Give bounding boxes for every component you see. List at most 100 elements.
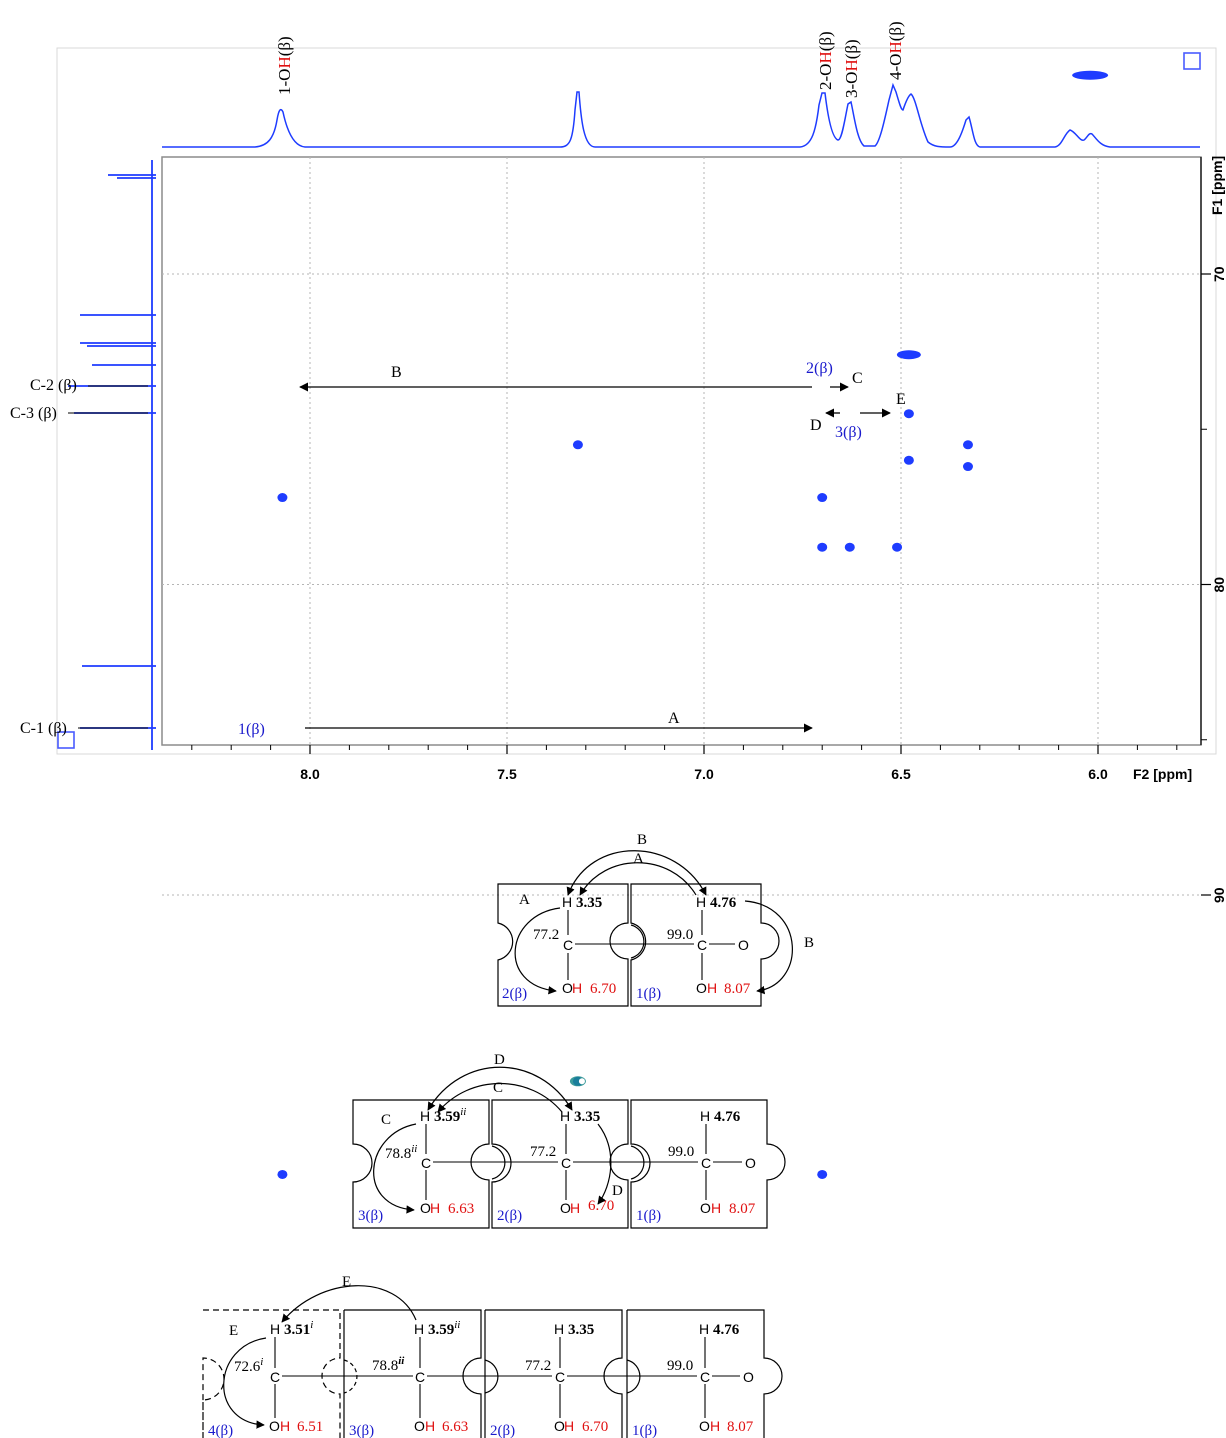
d2-c-atom-3: C bbox=[421, 1155, 431, 1171]
x-axis-label: F2 [ppm] bbox=[1133, 766, 1192, 782]
y-tick-label: 80 bbox=[1211, 577, 1226, 593]
d2-c-shift-3: 78.8ii bbox=[385, 1143, 417, 1162]
d1-oh-shift-1: 8.07 bbox=[724, 981, 751, 997]
cross-peak bbox=[817, 1169, 828, 1179]
diagram-1: H H C C O O O H H 3.35 4.76 77.2 99.0 6.… bbox=[497, 832, 814, 1007]
d1-oh-shift-2: 6.70 bbox=[590, 981, 616, 997]
d2-unit-2-frame bbox=[491, 1099, 629, 1229]
d3-c-shift-3: 78.8ii bbox=[372, 1355, 405, 1374]
cross-peak bbox=[892, 542, 903, 552]
d2-oh-h-3: H bbox=[430, 1200, 440, 1216]
spot-label-3b: 3(β) bbox=[835, 424, 862, 441]
d2-unit-3-frame bbox=[352, 1099, 490, 1229]
d3-oh-h-1: H bbox=[710, 1418, 720, 1434]
d3-unit-label-3: 3(β) bbox=[349, 1423, 374, 1438]
d1-arrow-a-left bbox=[514, 907, 561, 995]
d3-unit-2-frame bbox=[484, 1309, 623, 1438]
d1-ring-oxygen: O bbox=[738, 937, 749, 953]
d3-ring-oxygen: O bbox=[743, 1369, 754, 1385]
x-tick-label: 6.5 bbox=[891, 766, 911, 782]
d3-unit-3-frame bbox=[343, 1309, 482, 1438]
d1-oh-h-2: H bbox=[572, 980, 582, 996]
d2-label-c-top: C bbox=[493, 1080, 503, 1096]
d2-oh-h-2: H bbox=[570, 1200, 580, 1216]
d3-c-atom-2: C bbox=[555, 1369, 565, 1385]
d3-oh-h-2: H bbox=[564, 1418, 574, 1434]
d2-label-c-left: C bbox=[381, 1112, 391, 1128]
d3-h-atom-1: H bbox=[699, 1321, 709, 1337]
y-axis-label: F1 [ppm] bbox=[1209, 156, 1225, 215]
corner-box-top-right bbox=[1183, 52, 1201, 70]
diagram-3: H H H H C C C C O O O O O H H H H 3.51i … bbox=[202, 1274, 783, 1438]
x-tick-label: 6.0 bbox=[1088, 766, 1108, 782]
d2-h-atom-3: H bbox=[420, 1108, 430, 1124]
carbon-label-c2: C-2 (β) bbox=[30, 377, 77, 394]
d3-c-shift-2: 77.2 bbox=[525, 1358, 551, 1374]
hmbc-spectrum: 8.0 7.5 7.0 6.5 6.0 70 80 90 1-OH(β) 2-OH(β) 3-… bbox=[10, 21, 1226, 1179]
d1-arrow-b-right bbox=[744, 900, 793, 995]
d3-h-atom-2: H bbox=[554, 1321, 564, 1337]
d2-arrow-c-left bbox=[373, 1123, 417, 1214]
d3-o-atom-3: O bbox=[414, 1418, 425, 1434]
d1-h-atom-2: H bbox=[562, 894, 572, 910]
d2-c-atom-2: C bbox=[561, 1155, 571, 1171]
peak-label-3-oh: 3-OH(β) bbox=[842, 39, 861, 98]
d2-h-shift-3: 3.59ii bbox=[434, 1106, 466, 1125]
d1-label-b-right: B bbox=[804, 935, 814, 951]
d3-label-e-top: E bbox=[342, 1274, 351, 1290]
d2-h-shift-2: 3.35 bbox=[574, 1109, 600, 1125]
arrow-label-b: B bbox=[391, 364, 402, 381]
d2-c-shift-1: 99.0 bbox=[668, 1144, 694, 1160]
d1-h-shift-1: 4.76 bbox=[710, 895, 737, 911]
d2-label-d-right: D bbox=[612, 1183, 623, 1199]
d2-oh-h-1: H bbox=[711, 1200, 721, 1216]
d3-c-shift-1: 99.0 bbox=[667, 1358, 693, 1374]
d1-arrow-b-top bbox=[566, 850, 707, 896]
d1-unit-1-frame bbox=[630, 883, 780, 1007]
d2-unit-label-2: 2(β) bbox=[497, 1208, 522, 1224]
d3-h-atom-3: H bbox=[414, 1321, 424, 1337]
y-tick-label: 70 bbox=[1211, 266, 1226, 282]
d2-oh-shift-1: 8.07 bbox=[729, 1201, 756, 1217]
peak-label-1-oh: 1-OH(β) bbox=[275, 36, 294, 95]
corner-box-bottom-left bbox=[57, 731, 75, 749]
d1-c-atom-2: C bbox=[563, 937, 573, 953]
spot-label-1b: 1(β) bbox=[238, 721, 265, 738]
d3-c-atom-1: C bbox=[700, 1369, 710, 1385]
diagram-2: H H H C C C O O O O H H H 3.59ii 3.35 4.… bbox=[352, 1052, 786, 1229]
d3-oh-h-4: H bbox=[280, 1418, 290, 1434]
d3-o-atom-2: O bbox=[554, 1418, 565, 1434]
d3-unit-label-4: 4(β) bbox=[208, 1423, 233, 1438]
arrow-label-d: D bbox=[810, 417, 822, 434]
cross-peak bbox=[844, 542, 855, 552]
grid-lines bbox=[162, 157, 1201, 896]
d3-oh-shift-4: 6.51 bbox=[297, 1419, 323, 1435]
cross-peak bbox=[817, 493, 828, 503]
d2-unit-label-3: 3(β) bbox=[358, 1208, 383, 1224]
arrow-label-a: A bbox=[668, 710, 680, 727]
x-tick-label: 8.0 bbox=[300, 766, 320, 782]
d2-arrow-d-top bbox=[427, 1066, 573, 1111]
d2-oh-shift-3: 6.63 bbox=[448, 1201, 474, 1217]
d3-h-shift-1: 4.76 bbox=[713, 1322, 740, 1338]
d3-arrow-e-left bbox=[223, 1337, 267, 1429]
d3-oh-shift-2: 6.70 bbox=[582, 1419, 608, 1435]
carbon-1d-trace bbox=[68, 160, 156, 750]
d3-c-atom-4: C bbox=[270, 1369, 280, 1385]
d3-c-atom-3: C bbox=[415, 1369, 425, 1385]
d2-label-d-top: D bbox=[494, 1052, 505, 1068]
spot-label-2b: 2(β) bbox=[806, 360, 833, 377]
x-tick-label: 7.5 bbox=[497, 766, 517, 782]
d3-h-shift-2: 3.35 bbox=[568, 1322, 594, 1338]
d3-c-shift-4: 72.6i bbox=[234, 1356, 263, 1375]
d1-arrow-a-top bbox=[579, 862, 697, 896]
cross-peak bbox=[1072, 70, 1109, 80]
d2-unit-label-1: 1(β) bbox=[636, 1208, 661, 1224]
d2-h-atom-2: H bbox=[560, 1108, 570, 1124]
cross-peak bbox=[817, 542, 828, 552]
cross-peak bbox=[277, 493, 288, 503]
arrow-label-c: C bbox=[852, 370, 863, 387]
x-tick-label: 7.0 bbox=[694, 766, 714, 782]
d3-unit-1-frame bbox=[626, 1309, 783, 1438]
